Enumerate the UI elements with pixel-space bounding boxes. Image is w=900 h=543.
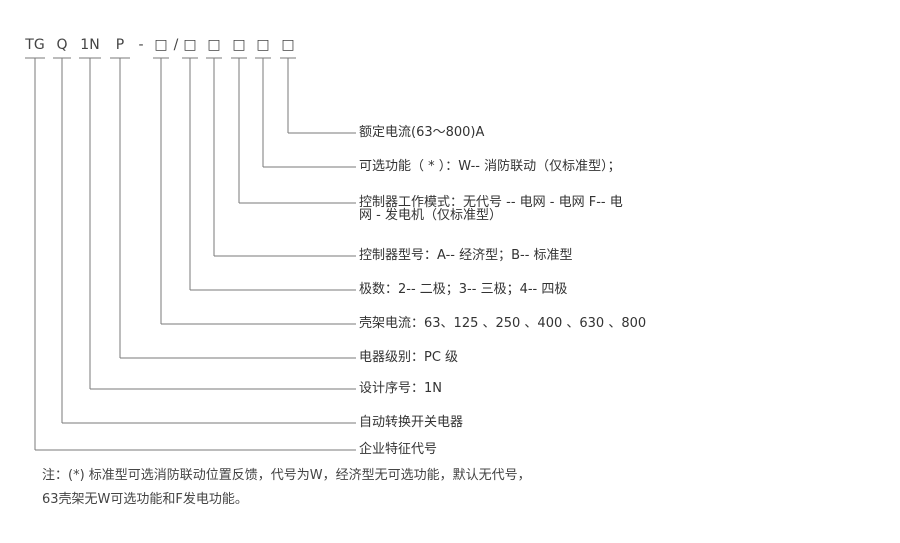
label-controller-mode: 控制器工作模式：无代号 -- 电网 - 电网 F-- 电 bbox=[359, 195, 623, 210]
code-controller: □ bbox=[207, 37, 221, 53]
code-frame-current: □ bbox=[154, 37, 168, 53]
label-controller-mode-cont: 网 - 发电机（仅标准型） bbox=[359, 208, 502, 223]
label-optional-function: 可选功能（ * ）：W-- 消防联动（仅标准型）； bbox=[359, 159, 621, 174]
note-line-1: 注：(*) 标准型可选消防联动位置反馈，代号为W，经济型无可选功能，默认无代号， bbox=[42, 468, 531, 483]
label-company-code: 企业特征代号 bbox=[359, 442, 438, 457]
label-rated-current: 额定电流(63～800)A bbox=[359, 125, 485, 140]
label-design-no: 设计序号：1N bbox=[359, 381, 442, 396]
label-poles: 极数：2-- 二极；3-- 三极；4-- 四极 bbox=[359, 282, 568, 297]
code-p: P bbox=[115, 37, 125, 53]
code-tg: TG bbox=[25, 37, 45, 53]
code-1n: 1N bbox=[80, 37, 100, 53]
code-option: □ bbox=[256, 37, 270, 53]
code-slash: / bbox=[173, 37, 179, 53]
label-frame-current: 壳架电流：63、125 、250 、400 、630 、800 bbox=[359, 316, 647, 331]
code-dash: - bbox=[138, 37, 144, 53]
code-rated-current: □ bbox=[281, 37, 295, 53]
code-q: Q bbox=[56, 37, 68, 53]
label-class: 电器级别：PC 级 bbox=[359, 350, 459, 365]
label-ats: 自动转换开关电器 bbox=[359, 415, 464, 430]
code-mode: □ bbox=[232, 37, 246, 53]
code-poles: □ bbox=[183, 37, 197, 53]
label-controller-model: 控制器型号：A-- 经济型；B-- 标准型 bbox=[359, 248, 573, 263]
note-line-2: 63壳架无W可选功能和F发电功能。 bbox=[42, 492, 248, 507]
